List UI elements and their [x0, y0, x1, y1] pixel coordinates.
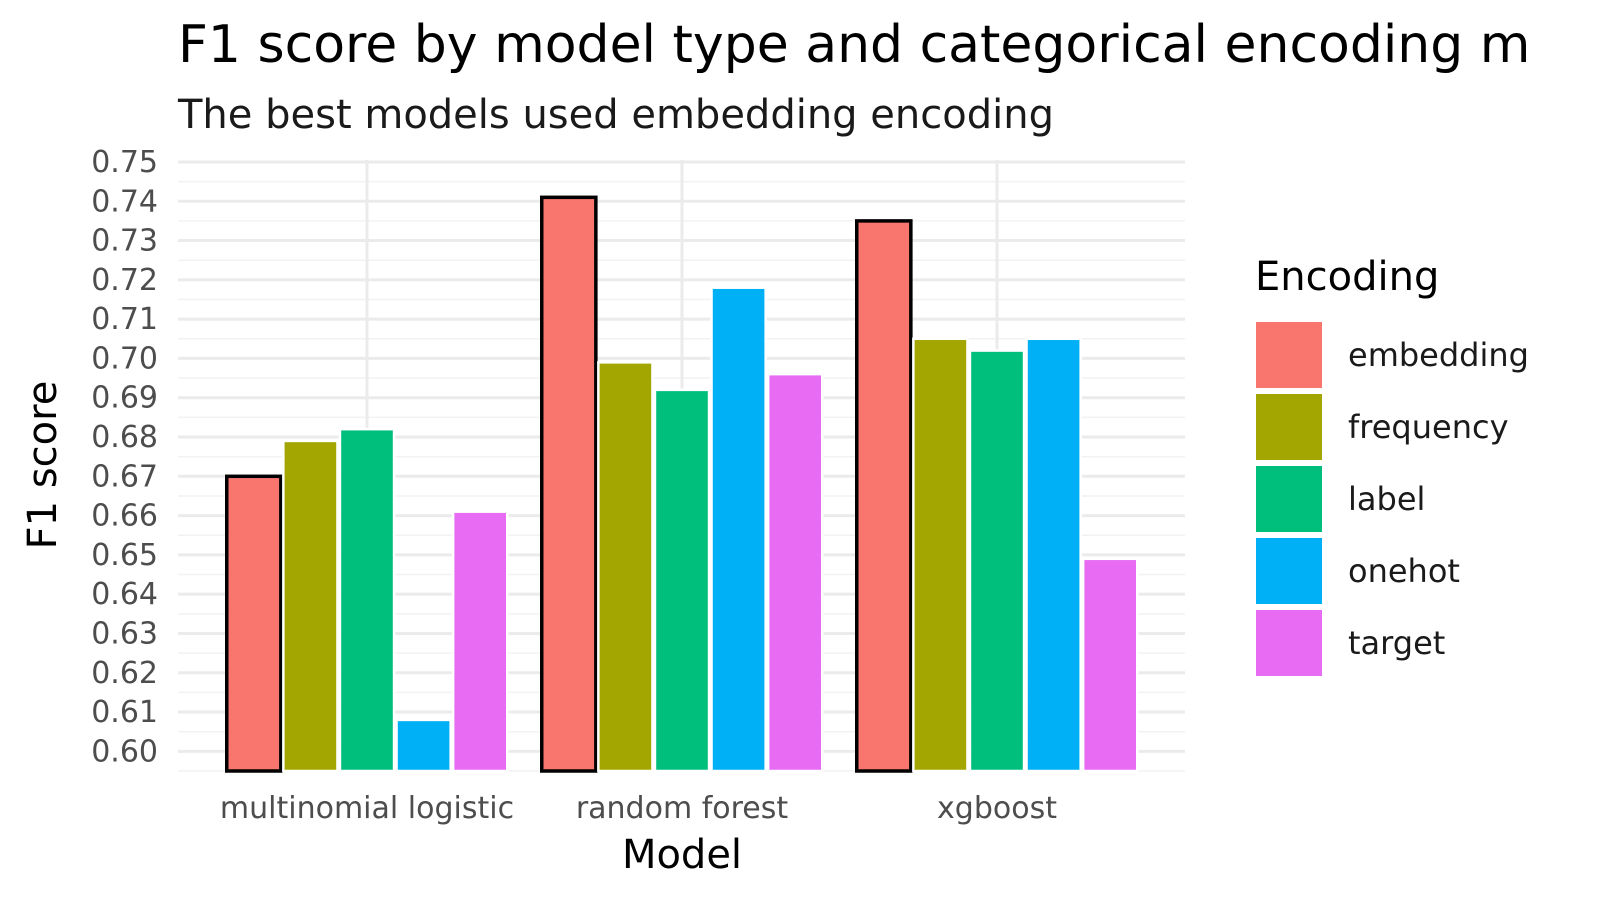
y-tick-label: 0.64 — [91, 577, 158, 612]
legend-label-onehot: onehot — [1348, 552, 1460, 590]
legend-title: Encoding — [1255, 254, 1439, 300]
legend-label-embedding: embedding — [1348, 336, 1529, 374]
legend-swatch-onehot — [1254, 536, 1324, 606]
chart-title: F1 score by model type and categorical e… — [178, 15, 1530, 75]
legend-items: embedding frequency label onehot target — [1254, 320, 1529, 678]
legend-swatch-label — [1254, 464, 1324, 534]
y-tick-label: 0.70 — [91, 341, 158, 376]
legend-swatch-embedding — [1254, 320, 1324, 390]
legend: Encoding embedding frequency label onehot ta… — [1254, 254, 1529, 678]
bar-onehot-random-forest — [710, 286, 767, 773]
bar-label-multinomial-logistic — [338, 427, 396, 773]
bar-onehot-xgboost — [1025, 337, 1082, 773]
bar-embedding-multinomial-logistic — [225, 474, 283, 773]
y-tick-label: 0.61 — [91, 695, 158, 730]
legend-label-frequency: frequency — [1348, 408, 1509, 446]
bar-label-xgboost — [968, 349, 1026, 773]
chart-subtitle: The best models used embedding encoding — [177, 92, 1054, 138]
legend-label-label: label — [1348, 480, 1425, 518]
y-tick-label: 0.62 — [91, 656, 158, 691]
bars — [225, 195, 1139, 773]
y-tick-label: 0.68 — [91, 420, 158, 455]
bar-target-xgboost — [1081, 557, 1139, 773]
bar-target-random-forest — [766, 372, 824, 773]
bar-embedding-xgboost — [855, 219, 913, 773]
y-tick-label: 0.66 — [91, 499, 158, 534]
y-tick-label: 0.71 — [91, 302, 158, 337]
y-tick-label: 0.75 — [91, 145, 158, 180]
bar-embedding-random-forest — [540, 195, 598, 773]
legend-swatch-frequency — [1254, 392, 1324, 462]
y-tick-label: 0.63 — [91, 616, 158, 651]
bar-frequency-random-forest — [597, 361, 654, 773]
y-tick-label: 0.65 — [91, 538, 158, 573]
y-axis-ticks: 0.60 0.61 0.62 0.63 0.64 0.65 0.66 0.67 0.68 0.69… — [91, 145, 158, 769]
bar-frequency-multinomial-logistic — [282, 439, 339, 773]
x-axis-ticks: multinomial logistic random forest xgboost — [220, 791, 1057, 826]
x-tick-label: random forest — [576, 791, 789, 826]
x-tick-label: xgboost — [937, 791, 1057, 826]
legend-label-target: target — [1348, 624, 1445, 662]
bar-frequency-xgboost — [912, 337, 969, 773]
x-axis-title: Model — [622, 832, 742, 878]
bar-label-random-forest — [653, 388, 711, 773]
y-tick-label: 0.73 — [91, 224, 158, 259]
y-tick-label: 0.60 — [91, 734, 158, 769]
bar-target-multinomial-logistic — [451, 510, 509, 773]
bar-onehot-multinomial-logistic — [395, 718, 452, 773]
y-tick-label: 0.74 — [91, 184, 158, 219]
y-tick-label: 0.67 — [91, 459, 158, 494]
x-tick-label: multinomial logistic — [220, 791, 514, 826]
legend-swatch-target — [1254, 608, 1324, 678]
y-tick-label: 0.72 — [91, 263, 158, 298]
y-axis-title: F1 score — [20, 381, 66, 550]
y-tick-label: 0.69 — [91, 381, 158, 416]
